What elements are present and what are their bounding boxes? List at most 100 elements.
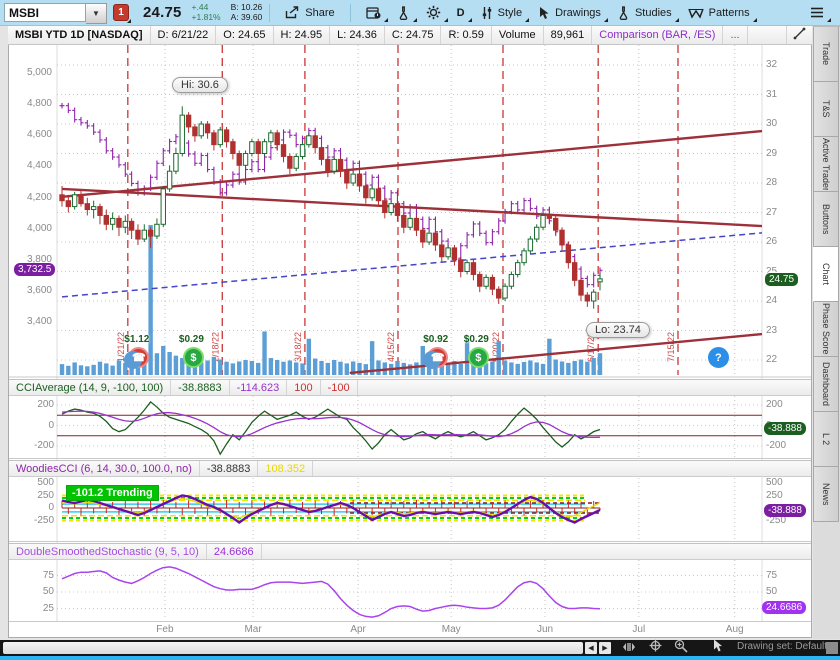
stoch-axis-label: 75 (766, 569, 778, 581)
right-axis-label: 29 (766, 147, 778, 159)
sidebar-tab-label: Active Trader (821, 138, 831, 190)
ohlc-field: O: 24.65 (216, 26, 274, 44)
sidebar-tab-trade[interactable]: Trade (813, 27, 839, 82)
sidebar-tab-label: Dashboard (821, 361, 831, 407)
last-price: 24.75 (143, 4, 182, 21)
study-value: 100 (287, 380, 321, 395)
analyze-button[interactable] (389, 1, 418, 24)
bid-ask-block: B: 10.26 A: 39.60 (231, 2, 263, 23)
sidebar-tab-active-trader[interactable]: Active Trader (813, 137, 839, 192)
woodies-axis-label: -250 (766, 514, 787, 526)
ohlc-field: L: 24.36 (330, 26, 385, 44)
study-value: 108.352 (258, 461, 314, 476)
sidebar-tab-label: L 2 (821, 432, 831, 446)
pan-icon (622, 639, 636, 657)
left-axis-label: 5,000 (26, 67, 52, 78)
left-axis-label: 4,400 (26, 160, 52, 172)
cci-axis-label: 0 (48, 419, 54, 431)
woodies-panel-header: WoodiesCCI (6, 14, 30.0, 100.0, no) -38.… (9, 460, 811, 477)
cci-panel-header: CCIAverage (14, 9, -100, 100) -38.8883 -1… (9, 379, 811, 396)
symbol-input[interactable] (4, 3, 86, 22)
woodies-axis-label: 500 (37, 477, 54, 488)
scroll-right-button[interactable]: ▶ (599, 642, 611, 654)
event-marker-dividend[interactable]: $ (467, 347, 489, 368)
pan-button[interactable] (620, 641, 638, 655)
right-axis-label: 24 (766, 295, 778, 306)
ohlc-field: R: 0.59 (441, 26, 492, 44)
event-marker-help[interactable]: ? (707, 347, 729, 368)
left-axis-label: 4,200 (26, 191, 52, 203)
right-axis-label: 27 (766, 206, 778, 218)
line-tool-icon (793, 27, 806, 43)
pointer-icon (712, 639, 723, 657)
header-tools[interactable] (786, 26, 812, 44)
woodies-axis-label: 250 (37, 489, 54, 501)
share-button[interactable]: Share (277, 1, 342, 24)
month-label: Mar (244, 624, 262, 635)
month-label: Jun (536, 624, 554, 635)
sidebar-tab-phase-scores[interactable]: Phase Scores (813, 302, 839, 357)
header-more-button[interactable]: ... (723, 26, 748, 44)
sidebar-tab-dashboard[interactable]: Dashboard (813, 357, 839, 412)
style-button[interactable]: Style (473, 1, 530, 24)
sidebar-tab-chart[interactable]: Chart (813, 247, 839, 302)
month-label: Aug (725, 624, 744, 635)
chart-title: MSBI YTD 1D [NASDAQ] (8, 26, 151, 44)
chart-canvas[interactable] (8, 45, 763, 621)
scroll-left-button[interactable]: ◀ (585, 642, 597, 654)
settings-button[interactable] (418, 1, 449, 24)
drawing-set-label[interactable]: Drawing set: Default (737, 641, 828, 652)
sidebar-tab-l-2[interactable]: L 2 (813, 412, 839, 467)
patterns-button[interactable]: Patterns (680, 1, 758, 24)
sidebar-tab-label: Chart (821, 262, 831, 285)
flask-icon (617, 5, 630, 20)
crosshair-button[interactable] (646, 639, 664, 655)
menu-icon (810, 7, 824, 18)
sidebar-tab-label: T&S (821, 100, 831, 118)
top-toolbar: ▼ 1 24.75 +.44 +1.81% B: 10.26 A: 39.60 … (0, 0, 840, 26)
left-axis-label: 3,400 (26, 316, 52, 327)
woodies-value-badge: -38.888 (764, 504, 806, 517)
sidebar-tab-t-s[interactable]: T&S (813, 82, 839, 137)
gear-icon (426, 5, 441, 20)
stoch-study-name[interactable]: DoubleSmoothedStochastic (9, 5, 10) (9, 544, 207, 559)
drawings-button[interactable]: Drawings (530, 1, 609, 24)
zoom-button[interactable] (672, 639, 690, 658)
symbol-dropdown-button[interactable]: ▼ (86, 3, 107, 24)
resize-grip[interactable] (826, 642, 838, 654)
right-axis-label: 30 (766, 118, 778, 129)
woodies-axis-label: 500 (766, 477, 783, 488)
left-axis-label: 3,600 (26, 284, 52, 296)
event-marker-dividend[interactable]: $ (182, 347, 204, 368)
stoch-panel-header: DoubleSmoothedStochastic (9, 5, 10) 24.6… (9, 543, 811, 560)
woodies-study-name[interactable]: WoodiesCCI (6, 14, 30.0, 100.0, no) (9, 461, 200, 476)
last-price-badge: 24.75 (764, 272, 800, 287)
pointer-button[interactable] (708, 639, 726, 657)
studies-button[interactable]: Studies (609, 1, 680, 24)
woodies-study-values: -38.8883 108.352 (200, 461, 314, 476)
cci-value-badge: -38.888 (764, 422, 806, 435)
timeframe-button[interactable]: D (449, 1, 473, 24)
es-price-badge: 3,732.5 (14, 263, 56, 276)
study-value: -38.8883 (200, 461, 259, 476)
alert-badge[interactable]: 1 (113, 4, 131, 23)
woodies-axis-label: 250 (766, 489, 783, 501)
cci-study-name[interactable]: CCIAverage (14, 9, -100, 100) (9, 380, 172, 395)
study-value: -100 (321, 380, 358, 395)
month-label: Apr (350, 624, 366, 635)
zoom-in-icon (674, 639, 688, 658)
sidebar-tab-buttons[interactable]: Buttons (813, 192, 839, 247)
horizontal-scrollbar[interactable] (3, 642, 583, 654)
woodies-axis-label: 0 (48, 502, 54, 513)
cci-axis-label: -200 (766, 440, 787, 451)
toolbar-menu-button[interactable] (802, 1, 832, 24)
stoch-value-badge: 24.6686 (762, 601, 807, 614)
cci-study-values: -38.8883 -114.623 100 -100 (171, 380, 358, 395)
sidebar-tab-news[interactable]: News (813, 467, 839, 522)
comparison-label[interactable]: Comparison (BAR, /ES) (592, 26, 724, 44)
sidebar-tab-label: News (821, 482, 831, 506)
study-value: -38.8883 (171, 380, 230, 395)
economic-events-button[interactable] (358, 1, 389, 24)
month-label: Feb (156, 624, 174, 635)
